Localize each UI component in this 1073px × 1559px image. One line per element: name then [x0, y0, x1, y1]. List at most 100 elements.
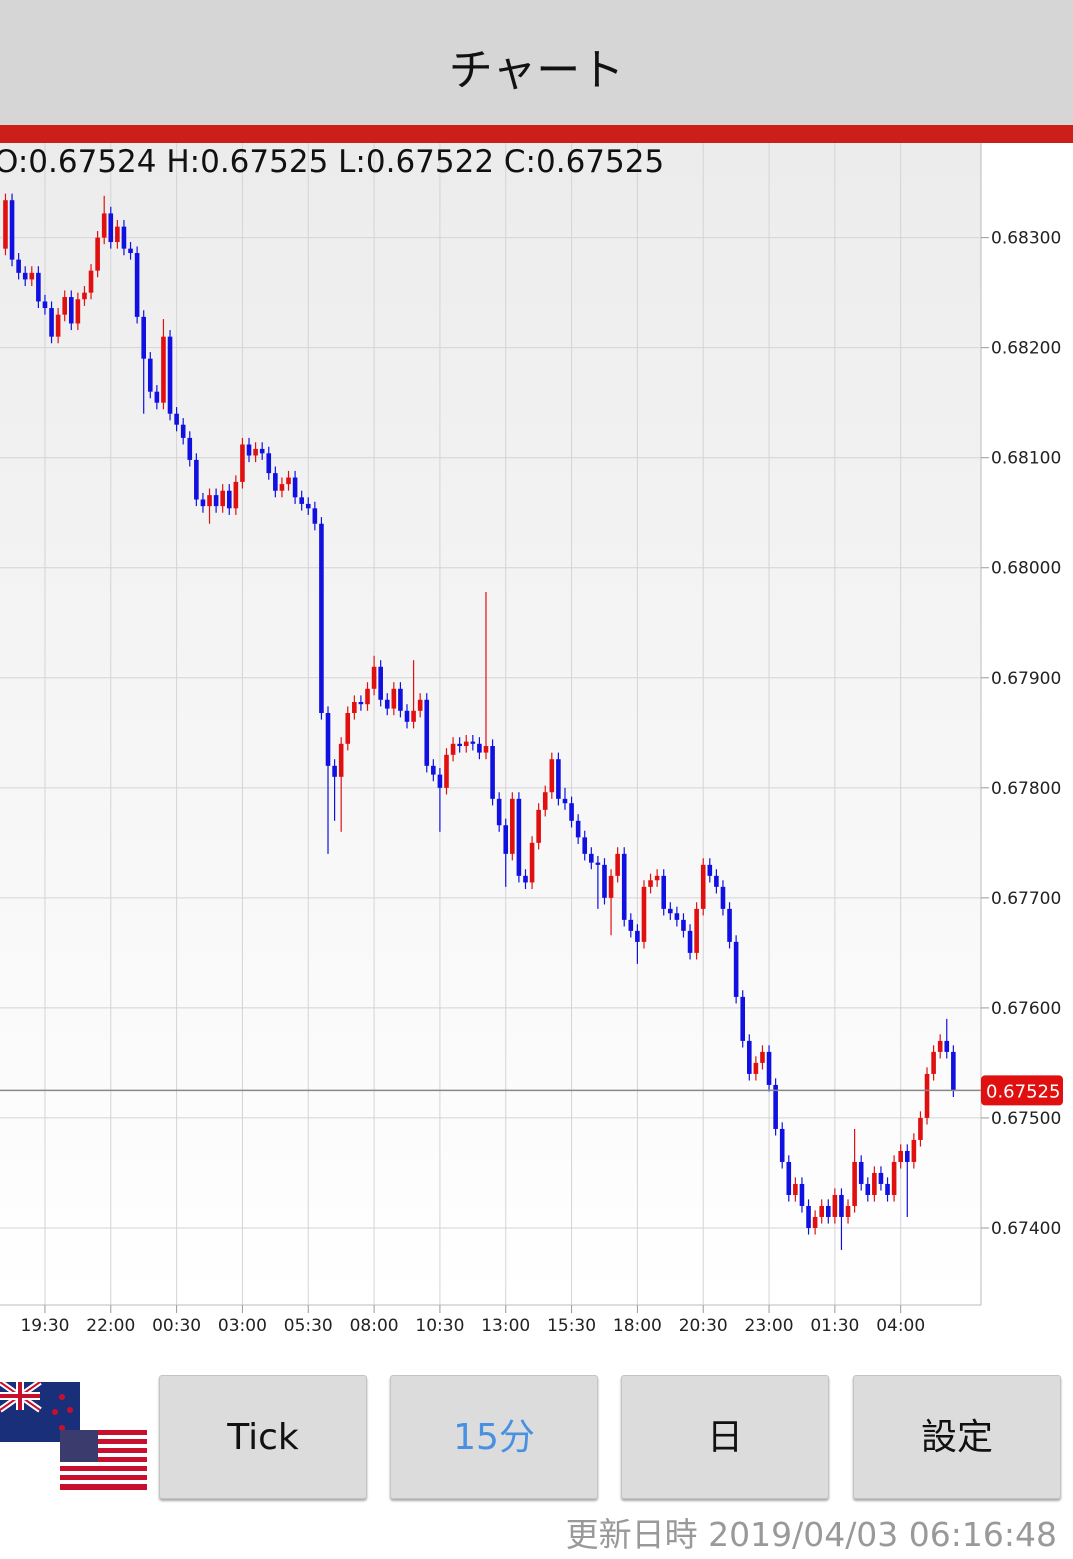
day-button[interactable]: 日 — [621, 1375, 829, 1499]
candle-body — [602, 864, 607, 898]
y-tick-label: 0.68000 — [991, 559, 1061, 579]
candle-body — [161, 336, 166, 403]
candle-body — [720, 886, 726, 909]
candle-body — [233, 481, 239, 509]
candle-body — [674, 913, 680, 920]
candle-body — [286, 477, 291, 485]
candle-body — [470, 741, 476, 744]
candle-body — [648, 880, 653, 887]
candle-body — [668, 908, 673, 914]
y-tick-label: 0.67600 — [991, 999, 1061, 1019]
y-tick-label: 0.68300 — [991, 229, 1061, 249]
candle-body — [628, 919, 634, 931]
y-tick-label: 0.67800 — [991, 779, 1061, 799]
candle-body — [398, 688, 403, 711]
candle-body — [872, 1172, 877, 1195]
candle-body — [773, 1084, 778, 1129]
candle-body — [424, 699, 430, 766]
candle-body — [134, 253, 140, 317]
candle-body — [42, 301, 48, 309]
candle-body — [101, 213, 107, 238]
x-tick-label: 19:30 — [20, 1316, 69, 1336]
x-tick-label: 13:00 — [481, 1316, 530, 1336]
candle-body — [273, 473, 278, 491]
x-tick-label: 05:30 — [284, 1316, 333, 1336]
candle-body — [608, 875, 614, 898]
plot-background — [0, 143, 981, 1305]
candle-body — [556, 759, 561, 799]
candle-body — [661, 875, 667, 909]
candle-body — [371, 666, 377, 689]
candle-body — [806, 1205, 811, 1228]
ohlc-info: O:0.67524 H:0.67525 L:0.67522 C:0.67525 — [0, 144, 664, 180]
candle-body — [845, 1205, 851, 1217]
candle-body — [345, 712, 351, 744]
x-tick-label: 15:30 — [547, 1316, 596, 1336]
candle-body — [477, 743, 482, 753]
candle-body — [615, 853, 620, 876]
y-tick-label: 0.67500 — [991, 1109, 1061, 1129]
candle-body — [259, 448, 265, 454]
candle-body — [141, 316, 146, 359]
candle-body — [319, 523, 324, 713]
candle-body — [279, 484, 285, 491]
candle-body — [226, 490, 232, 509]
candle-body — [878, 1172, 884, 1184]
candle-body — [707, 864, 713, 876]
candle-body — [536, 809, 541, 843]
candle-body — [417, 699, 423, 711]
candle-body — [3, 200, 8, 249]
candle-body — [49, 308, 54, 337]
candle-body — [312, 508, 318, 524]
candle-body — [575, 820, 581, 838]
candle-body — [213, 495, 219, 507]
candle-body — [924, 1073, 930, 1118]
candle-body — [727, 908, 732, 942]
candle-body — [496, 798, 502, 826]
15min-button[interactable]: 15分 — [390, 1375, 598, 1499]
candle-body — [338, 743, 344, 777]
candle-body — [437, 774, 443, 788]
candle-body — [812, 1216, 818, 1228]
candle-body — [760, 1051, 765, 1063]
title-bar: チャート — [0, 0, 1073, 125]
candle-body — [582, 837, 588, 854]
candle-body — [115, 226, 120, 243]
y-tick-label: 0.68200 — [991, 339, 1061, 359]
candle-body — [62, 297, 68, 315]
candle-body — [121, 226, 127, 249]
candle-body — [404, 710, 410, 722]
candle-body — [75, 299, 81, 324]
candle-body — [444, 754, 449, 788]
candle-body — [891, 1161, 897, 1195]
x-tick-label: 03:00 — [218, 1316, 267, 1336]
candle-body — [384, 699, 390, 709]
candle-body — [95, 237, 100, 271]
candle-body — [299, 497, 304, 504]
candle-body — [746, 1040, 752, 1074]
candle-body — [16, 259, 21, 273]
candle-body — [918, 1117, 923, 1140]
tick-button[interactable]: Tick — [159, 1375, 367, 1499]
candle-body — [529, 842, 535, 883]
candle-body — [22, 272, 28, 280]
candle-body — [911, 1139, 917, 1162]
candle-body — [549, 759, 555, 793]
candle-body — [108, 213, 114, 243]
candle-body — [681, 919, 686, 931]
candle-body — [490, 746, 495, 799]
candle-body — [589, 853, 594, 863]
candle-body — [931, 1051, 936, 1074]
x-tick-label: 20:30 — [679, 1316, 728, 1336]
candle-body — [450, 743, 456, 755]
candle-body — [937, 1040, 943, 1052]
settings-button[interactable]: 設定 — [853, 1375, 1061, 1499]
candle-body — [36, 272, 41, 302]
candle-body — [391, 688, 397, 709]
candle-body — [799, 1183, 805, 1206]
candle-body — [819, 1205, 825, 1217]
candle-body — [641, 886, 647, 942]
candle-body — [332, 765, 337, 777]
candle-body — [865, 1183, 871, 1195]
candle-body — [516, 798, 522, 876]
